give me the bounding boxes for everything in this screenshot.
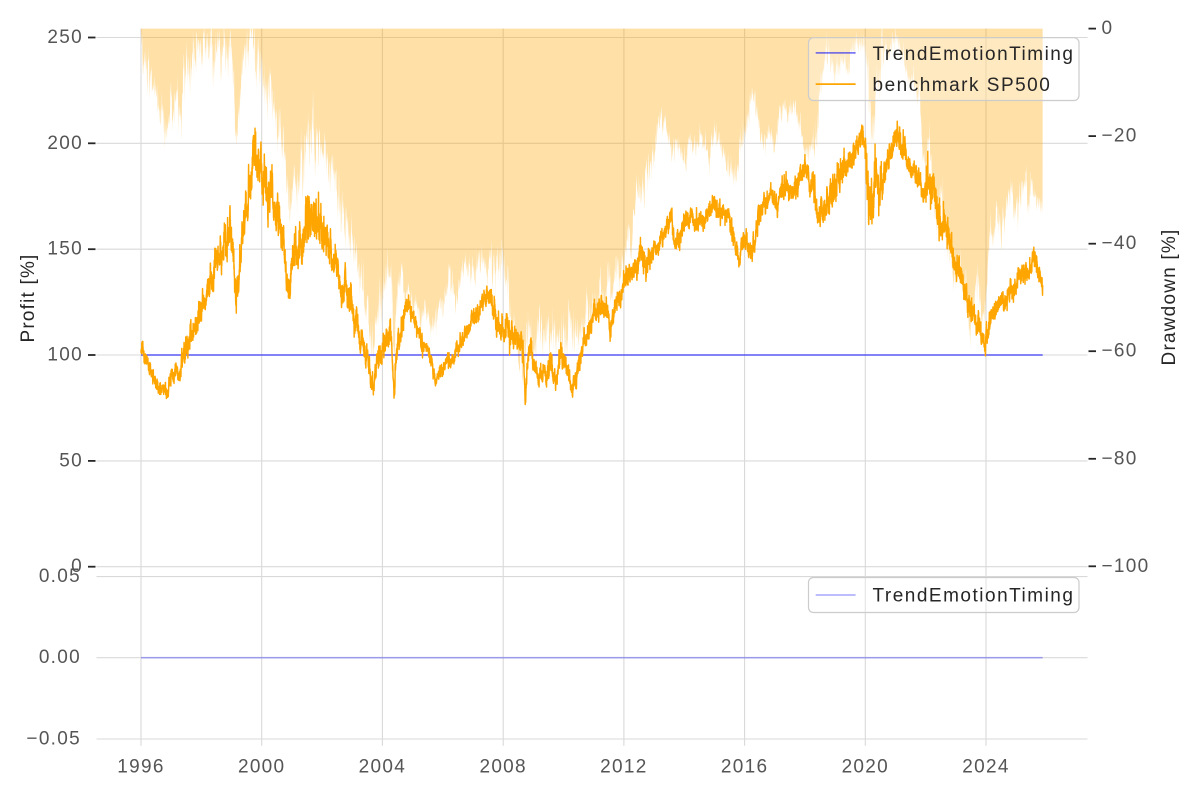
svg-text:100: 100 (47, 345, 83, 366)
svg-text:Drawdown [%]: Drawdown [%] (1159, 229, 1180, 366)
svg-text:Profit [%]: Profit [%] (18, 253, 39, 342)
svg-text:2004: 2004 (359, 756, 406, 777)
svg-text:−100: −100 (1102, 556, 1150, 577)
svg-text:250: 250 (47, 27, 83, 48)
svg-text:50: 50 (59, 450, 83, 471)
svg-text:−60: −60 (1102, 341, 1138, 362)
svg-text:−40: −40 (1102, 233, 1138, 254)
svg-text:TrendEmotionTiming: TrendEmotionTiming (873, 585, 1075, 606)
svg-text:−0.05: −0.05 (26, 729, 81, 750)
svg-text:150: 150 (47, 239, 83, 260)
svg-text:−80: −80 (1102, 448, 1138, 469)
svg-text:0.05: 0.05 (39, 566, 81, 587)
svg-text:0: 0 (71, 556, 83, 577)
svg-text:1996: 1996 (117, 756, 164, 777)
svg-text:200: 200 (47, 133, 83, 154)
svg-text:0: 0 (1102, 18, 1114, 39)
svg-text:2020: 2020 (842, 756, 889, 777)
svg-text:benchmark SP500: benchmark SP500 (873, 75, 1052, 96)
svg-text:−20: −20 (1102, 126, 1138, 147)
svg-text:TrendEmotionTiming: TrendEmotionTiming (873, 44, 1075, 65)
svg-text:2016: 2016 (721, 756, 768, 777)
svg-text:0.00: 0.00 (39, 647, 81, 668)
svg-text:2012: 2012 (600, 756, 647, 777)
svg-text:2000: 2000 (238, 756, 285, 777)
svg-text:2008: 2008 (479, 756, 526, 777)
svg-text:2024: 2024 (962, 756, 1009, 777)
